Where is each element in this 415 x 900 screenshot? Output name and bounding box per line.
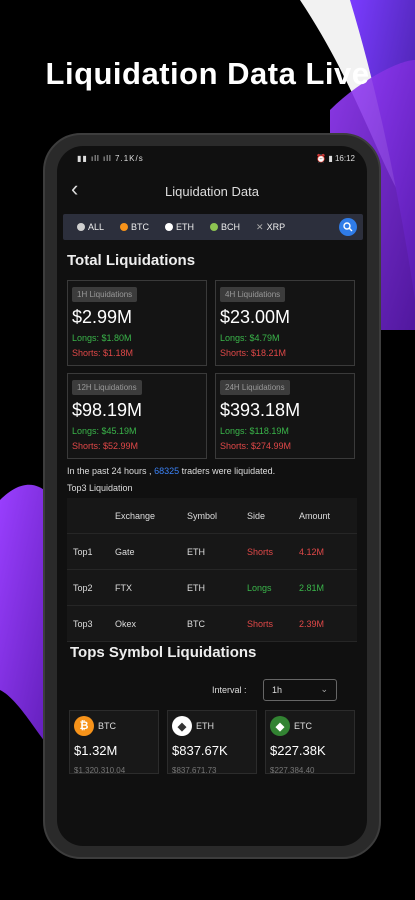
card-tag: 1H Liquidations: [72, 287, 138, 302]
status-bar: ▮▮ ıll ıll 7.1K/s ⏰ ▮ 16:12: [57, 152, 367, 168]
card-tag: 24H Liquidations: [220, 380, 290, 395]
top3-label: Top3 Liquidation: [67, 483, 133, 493]
all-dot-icon: [77, 223, 85, 231]
search-icon: [343, 222, 353, 232]
side-cell: Shorts: [247, 618, 274, 629]
liquidated-traders-info: In the past 24 hours , 68325 traders wer…: [67, 466, 275, 476]
card-shorts: Shorts: $52.99M: [72, 441, 139, 451]
liquidation-card-4h: 4H Liquidations $23.00M Longs: $4.79M Sh…: [215, 280, 355, 366]
status-right: ⏰ ▮ 16:12: [316, 154, 355, 163]
card-longs: Longs: $45.19M: [72, 426, 137, 436]
card-tag: 12H Liquidations: [72, 380, 142, 395]
symbol-name: BTC: [98, 721, 116, 731]
symbol-name: ETC: [294, 721, 312, 731]
coin-tab-label: XRP: [266, 222, 286, 232]
top3-table: Exchange Symbol Side Amount Top1 Gate ET…: [67, 498, 357, 642]
app-screen: ▮▮ ıll ıll 7.1K/s ⏰ ▮ 16:12 ‹ Liquidatio…: [57, 146, 367, 846]
card-tag: 4H Liquidations: [220, 287, 286, 302]
table-row[interactable]: Top1 Gate ETH Shorts 4.12M: [67, 534, 357, 570]
rank-cell: Top1: [73, 546, 93, 557]
exchange-cell: FTX: [115, 582, 132, 593]
table-header: Exchange Symbol Side Amount: [67, 498, 357, 534]
info-prefix: In the past 24 hours ,: [67, 466, 152, 476]
card-total: $98.19M: [72, 400, 143, 420]
exchange-cell: Okex: [115, 618, 137, 629]
status-left: ▮▮ ıll ıll 7.1K/s: [77, 154, 144, 163]
coin-tab-btc[interactable]: BTC: [120, 222, 149, 232]
ethereum-classic-icon: ◆: [270, 716, 290, 736]
symbol-cell: BTC: [187, 618, 205, 629]
eth-dot-icon: [165, 223, 174, 231]
card-shorts: Shorts: $1.18M: [72, 348, 134, 358]
header-symbol: Symbol: [187, 510, 218, 521]
search-button[interactable]: [339, 218, 357, 236]
rank-cell: Top2: [73, 582, 93, 593]
nav-bar: ‹ Liquidation Data: [57, 176, 367, 206]
rank-cell: Top3: [73, 618, 93, 629]
coin-filter-bar: ALL BTC ETH BCH ✕ XRP: [63, 214, 363, 240]
tops-symbol-title: Tops Symbol Liquidations: [70, 644, 257, 661]
interval-label: Interval :: [212, 685, 247, 695]
side-cell: Shorts: [247, 546, 274, 557]
symbol-exact-amount: $1,320,310.04: [74, 766, 126, 774]
symbol-exact-amount: $227,384.40: [270, 766, 315, 774]
symbol-exact-amount: $837,671.73: [172, 766, 217, 774]
card-total: $2.99M: [72, 307, 133, 327]
back-arrow-icon[interactable]: ‹: [71, 176, 79, 201]
side-cell: Longs: [247, 582, 272, 593]
page-title: Liquidation Data: [165, 184, 259, 199]
coin-tab-xrp[interactable]: ✕ XRP: [256, 222, 285, 233]
xrp-icon: ✕: [256, 221, 264, 232]
symbol-cell: ETH: [187, 546, 205, 557]
header-side: Side: [247, 510, 266, 521]
header-amount: Amount: [299, 510, 331, 521]
coin-tab-all[interactable]: ALL: [77, 222, 104, 232]
symbol-name: ETH: [196, 721, 214, 731]
header-exchange: Exchange: [115, 510, 156, 521]
liquidation-card-12h: 12H Liquidations $98.19M Longs: $45.19M …: [67, 373, 207, 459]
card-shorts: Shorts: $274.99M: [220, 441, 292, 451]
card-longs: Longs: $1.80M: [72, 333, 132, 343]
info-suffix: traders were liquidated.: [181, 466, 276, 476]
amount-cell: 4.12M: [299, 546, 325, 557]
coin-tab-bch[interactable]: BCH: [210, 222, 240, 232]
table-row[interactable]: Top3 Okex BTC Shorts 2.39M: [67, 606, 357, 642]
card-total: $393.18M: [220, 400, 301, 420]
symbol-amount: $837.67K: [172, 743, 228, 758]
symbol-cell: ETH: [187, 582, 205, 593]
symbol-card-eth[interactable]: ◆ ETH $837.67K $837,671.73: [167, 710, 257, 774]
chevron-down-icon: ⌄: [320, 684, 328, 694]
total-liquidations-title: Total Liquidations: [67, 252, 196, 269]
amount-cell: 2.81M: [299, 582, 325, 593]
coin-tab-label: BCH: [221, 222, 241, 232]
coin-tab-label: BTC: [131, 222, 150, 232]
card-longs: Longs: $4.79M: [220, 333, 280, 343]
table-row[interactable]: Top2 FTX ETH Longs 2.81M: [67, 570, 357, 606]
btc-dot-icon: [120, 223, 129, 231]
trader-count: 68325: [154, 466, 180, 476]
symbol-card-etc[interactable]: ◆ ETC $227.38K $227,384.40: [265, 710, 355, 774]
card-shorts: Shorts: $18.21M: [220, 348, 287, 358]
coin-tab-label: ETH: [176, 222, 195, 232]
interval-value: 1h: [272, 685, 283, 695]
symbol-amount: $1.32M: [74, 743, 118, 758]
interval-dropdown[interactable]: 1h ⌄: [263, 679, 337, 701]
coin-tab-label: ALL: [88, 222, 105, 232]
liquidation-card-1h: 1H Liquidations $2.99M Longs: $1.80M Sho…: [67, 280, 207, 366]
bitcoin-icon: ₿: [74, 716, 94, 736]
liquidation-card-24h: 24H Liquidations $393.18M Longs: $118.19…: [215, 373, 355, 459]
card-total: $23.00M: [220, 307, 291, 327]
card-longs: Longs: $118.19M: [220, 426, 289, 436]
bch-dot-icon: [210, 223, 219, 231]
amount-cell: 2.39M: [299, 618, 325, 629]
coin-tab-eth[interactable]: ETH: [165, 222, 194, 232]
promo-headline: Liquidation Data Live: [45, 56, 370, 91]
symbol-card-btc[interactable]: ₿ BTC $1.32M $1,320,310.04: [69, 710, 159, 774]
symbol-amount: $227.38K: [270, 743, 326, 758]
exchange-cell: Gate: [115, 546, 135, 557]
ethereum-icon: ◆: [172, 716, 192, 736]
